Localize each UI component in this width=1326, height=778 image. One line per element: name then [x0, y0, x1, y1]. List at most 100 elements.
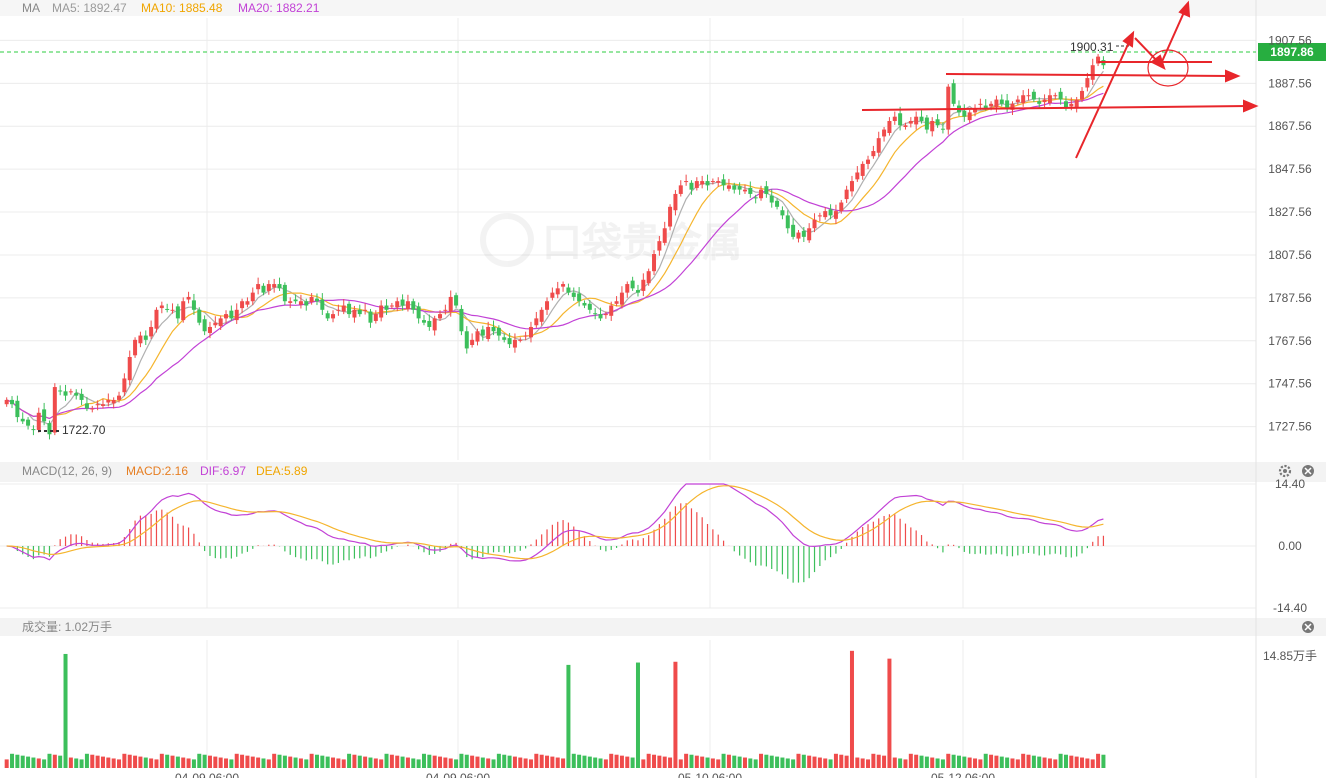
volume-bar [903, 759, 908, 768]
candle-body [175, 306, 180, 319]
volume-bar [197, 753, 202, 768]
volume-bar [1069, 755, 1074, 768]
volume-bar [470, 755, 475, 768]
candle-body [817, 215, 822, 217]
y-tick-label: 1887.56 [1268, 76, 1312, 90]
volume-bar [619, 755, 624, 768]
volume-bar [288, 756, 293, 768]
candle-body [609, 305, 614, 316]
candle-body [833, 211, 838, 219]
candle-body [1005, 100, 1010, 109]
candle-body [710, 181, 715, 183]
candle-body [769, 195, 774, 203]
volume-bar [379, 759, 384, 768]
volume-bar [924, 756, 929, 768]
candle-body [935, 119, 940, 126]
candle-body [106, 399, 111, 403]
candle-body [448, 296, 453, 312]
volume-bar [1058, 753, 1063, 768]
volume-bar [657, 755, 662, 768]
volume-bar [742, 757, 747, 768]
candle-body [983, 105, 988, 109]
volume-bar [1005, 757, 1010, 768]
y-tick-label: 1787.56 [1268, 291, 1312, 305]
candle-body [432, 318, 437, 331]
macd-header-bg [0, 462, 1326, 482]
candle-body [657, 241, 662, 251]
candle-body [288, 301, 293, 303]
volume-bar [523, 758, 528, 768]
volume-bar [989, 754, 994, 768]
candle-body [1037, 101, 1042, 104]
candle-body [1080, 90, 1085, 100]
candle-body [111, 399, 116, 404]
candle-body [84, 403, 89, 409]
candle-body [384, 305, 389, 310]
candle-body [545, 301, 550, 310]
volume-bar [571, 753, 576, 768]
volume-close-icon[interactable] [1302, 621, 1314, 633]
candle-body [438, 314, 443, 319]
y-tick-label: 1807.56 [1268, 248, 1312, 262]
candle-body [42, 409, 47, 422]
candle-body [619, 292, 624, 305]
annotations [861, 0, 1259, 159]
candle-body [379, 305, 384, 318]
candle-body [256, 284, 261, 290]
candle-body [20, 418, 25, 422]
volume-bar [566, 664, 571, 768]
trend-up-line [1075, 39, 1131, 159]
volume-bar [791, 759, 796, 768]
volume-bar [1080, 757, 1085, 768]
volume-bar [298, 758, 303, 768]
top-header-bg [0, 0, 1326, 16]
x-tick-label: 05-12 06:00 [931, 771, 995, 778]
candle-body [593, 313, 598, 315]
candle-body [924, 117, 929, 130]
volume-bar [486, 758, 491, 768]
candle-body [218, 318, 223, 327]
candle-body [10, 399, 15, 405]
volume-bar [95, 755, 100, 768]
volume-bar [347, 753, 352, 768]
volume-bar [459, 753, 464, 768]
support-arrow-lower-head [1243, 99, 1259, 113]
candle-body [807, 228, 812, 241]
volume-bar [908, 753, 913, 768]
volume-bar [962, 756, 967, 768]
x-tick-label: 04-09 06:00 [175, 771, 239, 778]
candle-body [689, 182, 694, 190]
candle-body [149, 326, 154, 337]
volume-bar [587, 756, 592, 768]
candle-body [753, 197, 758, 199]
candle-body [828, 209, 833, 216]
candle-body [234, 309, 239, 321]
candle-body [202, 319, 207, 332]
volume-bar [994, 755, 999, 768]
candle-body [587, 303, 592, 310]
volume-bar [411, 758, 416, 768]
volume-bar [625, 756, 630, 768]
volume-bar [15, 754, 20, 768]
volume-bar [202, 754, 207, 768]
candle-body [421, 320, 426, 323]
volume-bar [646, 753, 651, 768]
volume-bar [277, 754, 282, 768]
volume-bar [475, 756, 480, 768]
volume-bar [973, 758, 978, 768]
current-price-label: 1897.86 [1270, 45, 1314, 59]
candle-body [866, 159, 871, 164]
macd-close-icon[interactable] [1302, 465, 1314, 477]
candle-body [876, 138, 881, 153]
candle-body [528, 326, 533, 338]
volume-bar [1037, 756, 1042, 768]
candle-body [443, 309, 448, 311]
candle-body [721, 179, 726, 186]
volume-bar [844, 755, 849, 768]
candle-body [577, 293, 582, 302]
macd-settings-icon[interactable] [1278, 464, 1292, 478]
macd-histogram [11, 503, 1105, 583]
volume-bar [438, 756, 443, 768]
x-tick-label: 05-10 06:00 [678, 771, 742, 778]
